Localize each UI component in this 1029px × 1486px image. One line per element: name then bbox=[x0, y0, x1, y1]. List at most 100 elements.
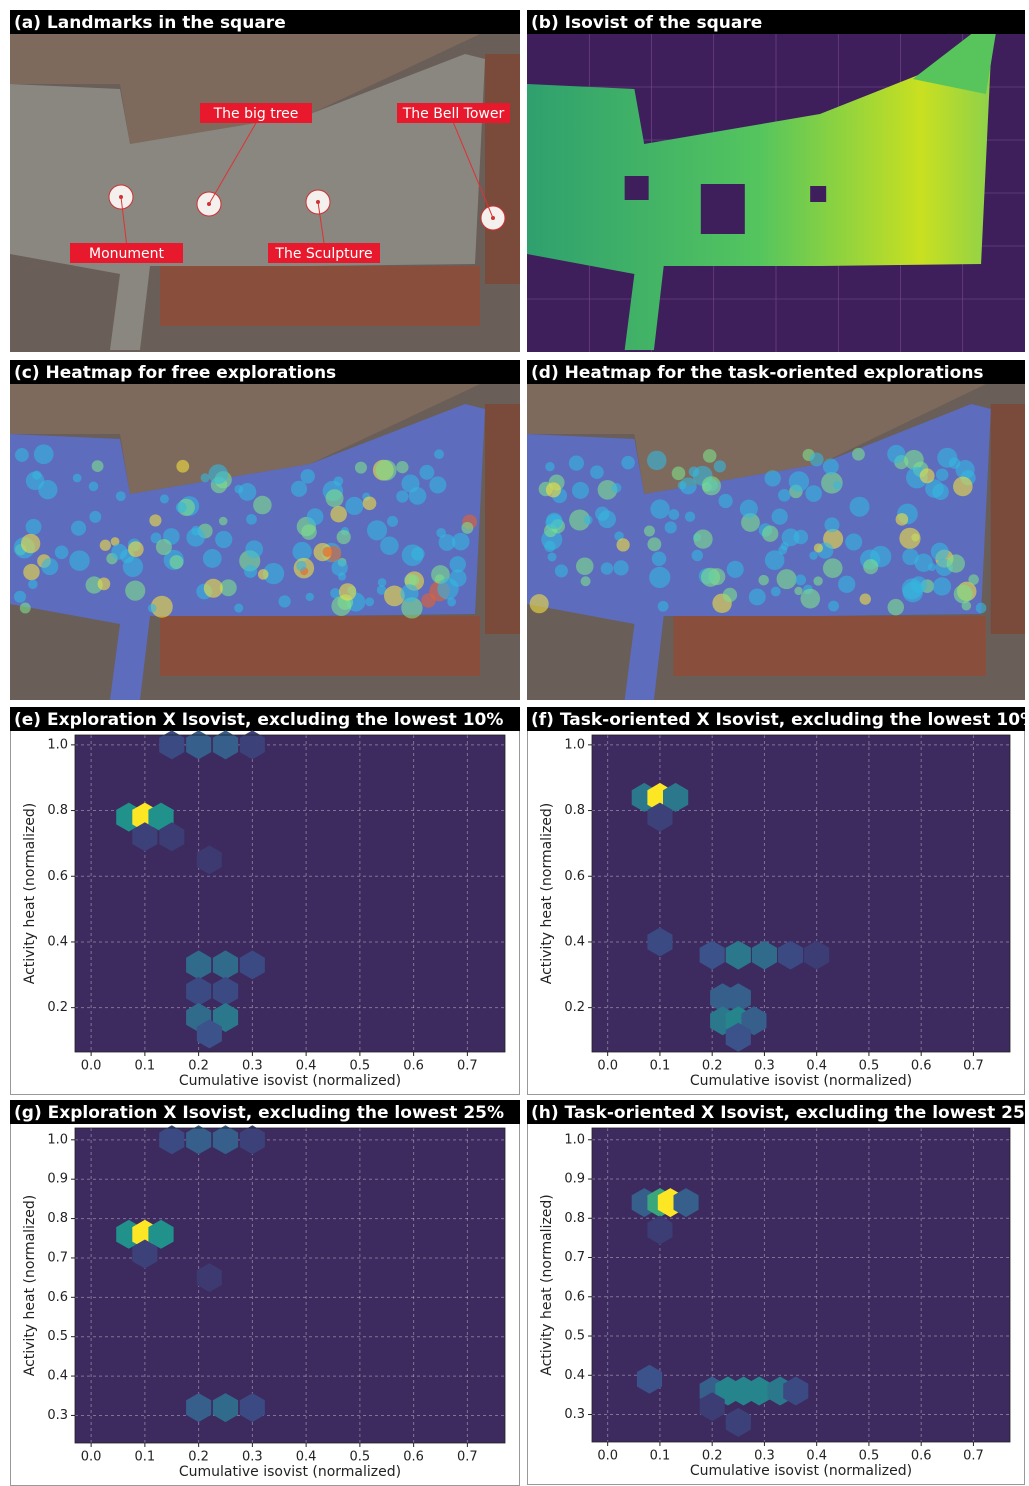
heat-blob bbox=[111, 544, 127, 560]
heat-blob bbox=[805, 485, 822, 502]
y-tick-label: 0.4 bbox=[47, 1369, 68, 1384]
y-axis-label: Activity heat (normalized) bbox=[22, 1195, 38, 1377]
heat-blob bbox=[203, 549, 222, 568]
heat-blob bbox=[658, 601, 669, 612]
heat-blob bbox=[258, 569, 269, 580]
y-tick-label: 1.0 bbox=[47, 737, 68, 752]
heat-blob bbox=[749, 588, 766, 605]
heat-blob bbox=[850, 497, 870, 517]
chart-title: (g) Exploration X Isovist, excluding the… bbox=[14, 1103, 504, 1123]
chart-title: (e) Exploration X Isovist, excluding the… bbox=[14, 710, 503, 730]
heat-blob bbox=[306, 593, 314, 601]
heat-blob bbox=[616, 538, 629, 551]
heat-blob bbox=[572, 482, 589, 499]
heat-blob bbox=[125, 581, 145, 601]
x-tick-label: 0.2 bbox=[188, 1059, 209, 1074]
heat-blob bbox=[546, 482, 561, 497]
x-tick-label: 0.3 bbox=[754, 1449, 775, 1464]
heat-blob bbox=[330, 506, 347, 523]
heat-blob bbox=[613, 560, 628, 575]
heat-blob bbox=[702, 476, 721, 495]
heat-blob bbox=[98, 578, 111, 591]
heat-blob bbox=[896, 513, 909, 526]
heat-blob bbox=[278, 595, 290, 607]
heat-blob bbox=[823, 558, 843, 578]
heat-blob bbox=[461, 522, 473, 534]
heat-blob bbox=[852, 448, 865, 461]
heat-blob bbox=[245, 540, 263, 558]
heat-blob bbox=[244, 565, 257, 578]
x-tick-label: 0.7 bbox=[457, 1450, 478, 1465]
x-tick-label: 0.0 bbox=[597, 1449, 618, 1464]
heat-blob bbox=[899, 528, 920, 549]
heat-blob bbox=[685, 512, 695, 522]
heat-blob bbox=[647, 537, 661, 551]
heat-blob bbox=[647, 451, 666, 470]
x-tick-label: 0.0 bbox=[81, 1059, 102, 1074]
plot-background bbox=[75, 1128, 505, 1443]
y-tick-label: 0.4 bbox=[564, 934, 585, 949]
x-tick-label: 0.5 bbox=[350, 1450, 371, 1465]
landmark-label: The Bell Tower bbox=[402, 106, 505, 122]
heat-blob bbox=[665, 521, 677, 533]
heat-blob bbox=[765, 470, 781, 486]
heat-blob bbox=[14, 591, 26, 603]
heat-blob bbox=[530, 594, 549, 613]
y-tick-label: 0.6 bbox=[564, 1289, 585, 1304]
heat-blob bbox=[810, 452, 824, 466]
heat-blob bbox=[73, 474, 82, 483]
y-tick-label: 0.6 bbox=[47, 869, 68, 884]
heat-blob bbox=[307, 508, 324, 525]
heat-blob bbox=[693, 530, 712, 549]
panel-title: (a) Landmarks in the square bbox=[14, 13, 286, 33]
heat-blob bbox=[345, 497, 363, 515]
x-tick-label: 0.4 bbox=[806, 1449, 827, 1464]
x-tick-label: 0.6 bbox=[403, 1450, 424, 1465]
x-tick-label: 0.6 bbox=[911, 1059, 932, 1074]
heat-blob bbox=[322, 547, 332, 557]
heat-blob bbox=[824, 517, 839, 532]
chart-title: (h) Task-oriented X Isovist, excluding t… bbox=[531, 1103, 1029, 1123]
buildings-bottom bbox=[160, 616, 480, 676]
y-axis-label: Activity heat (normalized) bbox=[539, 803, 555, 985]
heat-blob bbox=[434, 449, 444, 459]
panel-title: (c) Heatmap for free explorations bbox=[14, 363, 336, 383]
x-tick-label: 0.5 bbox=[350, 1059, 371, 1074]
heat-blob bbox=[26, 471, 45, 490]
y-tick-label: 0.8 bbox=[564, 1211, 585, 1226]
heat-blob bbox=[401, 584, 419, 602]
x-tick-label: 0.7 bbox=[963, 1059, 984, 1074]
heat-blob bbox=[301, 469, 315, 483]
heat-blob bbox=[888, 599, 905, 616]
isovist-hole bbox=[701, 184, 745, 234]
heat-blob bbox=[69, 550, 90, 571]
heat-blob bbox=[421, 593, 435, 607]
x-tick-label: 0.0 bbox=[597, 1059, 618, 1074]
heat-blob bbox=[544, 541, 555, 552]
x-tick-label: 0.3 bbox=[754, 1059, 775, 1074]
x-tick-label: 0.7 bbox=[457, 1059, 478, 1074]
heat-blob bbox=[718, 494, 732, 508]
heat-blob bbox=[809, 551, 817, 559]
heat-blob bbox=[701, 568, 720, 587]
y-tick-label: 0.2 bbox=[564, 1000, 585, 1015]
heat-blob bbox=[936, 468, 949, 481]
heat-blob bbox=[838, 576, 855, 593]
y-tick-label: 0.8 bbox=[47, 1211, 68, 1226]
heat-blob bbox=[419, 465, 434, 480]
x-tick-label: 0.0 bbox=[81, 1450, 102, 1465]
heat-blob bbox=[772, 509, 788, 525]
x-tick-label: 0.7 bbox=[963, 1449, 984, 1464]
heat-blob bbox=[380, 536, 399, 555]
heat-blob bbox=[291, 481, 307, 497]
heat-blob bbox=[703, 449, 717, 463]
heat-blob bbox=[928, 563, 936, 571]
x-axis-label: Cumulative isovist (normalized) bbox=[179, 1464, 401, 1480]
isovist-hole bbox=[810, 186, 826, 202]
y-axis-label: Activity heat (normalized) bbox=[22, 803, 38, 985]
heat-blob bbox=[863, 559, 878, 574]
heat-blob bbox=[339, 583, 356, 600]
heat-blob bbox=[92, 460, 104, 472]
x-tick-label: 0.6 bbox=[911, 1449, 932, 1464]
heat-blob bbox=[219, 517, 228, 526]
